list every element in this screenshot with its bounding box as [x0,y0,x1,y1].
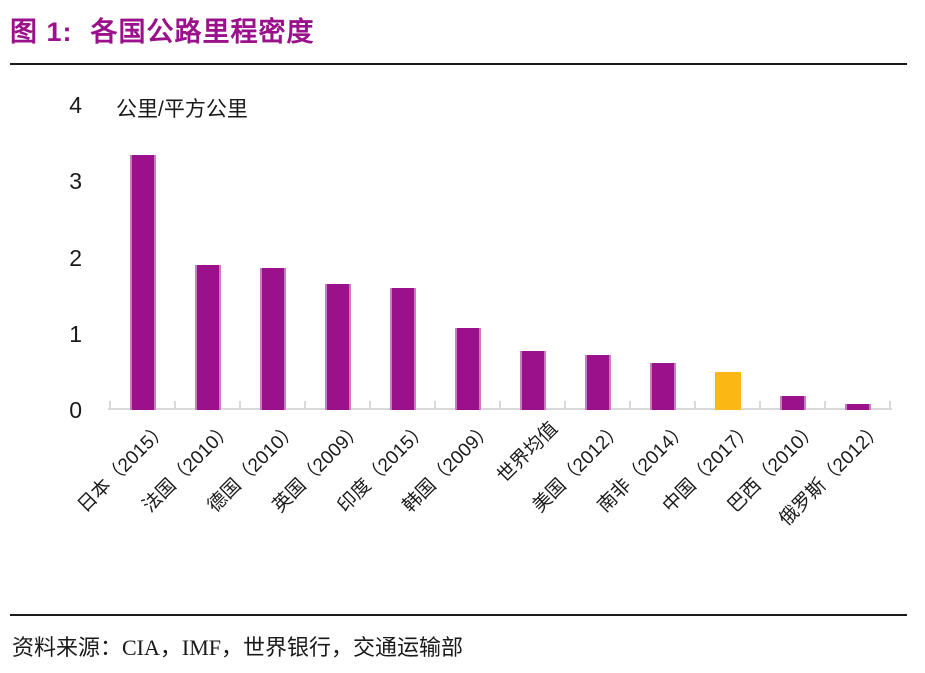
bar-英国（2009） [324,284,351,410]
y-tick-label-3: 3 [69,168,82,195]
title-divider-line [10,63,907,65]
bar-中国（2017） [714,372,741,410]
bar-德国（2010） [259,268,286,410]
y-tick-label-0: 0 [69,397,82,423]
x-axis-tick [889,401,891,409]
x-axis-tick [759,401,761,409]
x-axis-tick [239,401,241,409]
x-axis-tick [564,401,566,409]
x-axis-baseline [108,408,892,410]
bar-世界均值 [519,351,546,410]
bar-法国（2010） [194,265,221,410]
figure-title-text: 各国公路里程密度 [90,17,315,47]
figure-title: 图 1: 各国公路里程密度 [10,10,315,49]
bar-俄罗斯（2012） [844,404,871,410]
y-tick-label-1: 1 [69,320,82,347]
bar-日本（2015） [129,155,156,410]
footer-divider-line [10,614,907,616]
y-tick-label-2: 2 [69,244,82,271]
bar-巴西（2010） [779,396,806,410]
source-note: 资料来源：CIA，IMF，世界银行，交通运输部 [12,635,464,660]
x-axis-tick [694,401,696,409]
x-axis-tick [499,401,501,409]
x-axis-tick [369,401,371,409]
figure-number-label: 图 1: [10,17,73,47]
x-axis-tick [304,401,306,409]
x-axis-tick [629,401,631,409]
bar-南非（2014） [649,363,676,410]
bar-印度（2015） [389,288,416,410]
y-axis-unit-label: 公里/平方公里 [116,98,248,121]
x-axis-tick [824,401,826,409]
x-axis-tick [174,401,176,409]
x-axis-tick [434,401,436,409]
x-axis-tick [109,401,111,409]
y-tick-label-4: 4 [69,92,82,118]
bar-韩国（2009） [454,328,481,410]
bar-美国（2012） [584,355,611,410]
